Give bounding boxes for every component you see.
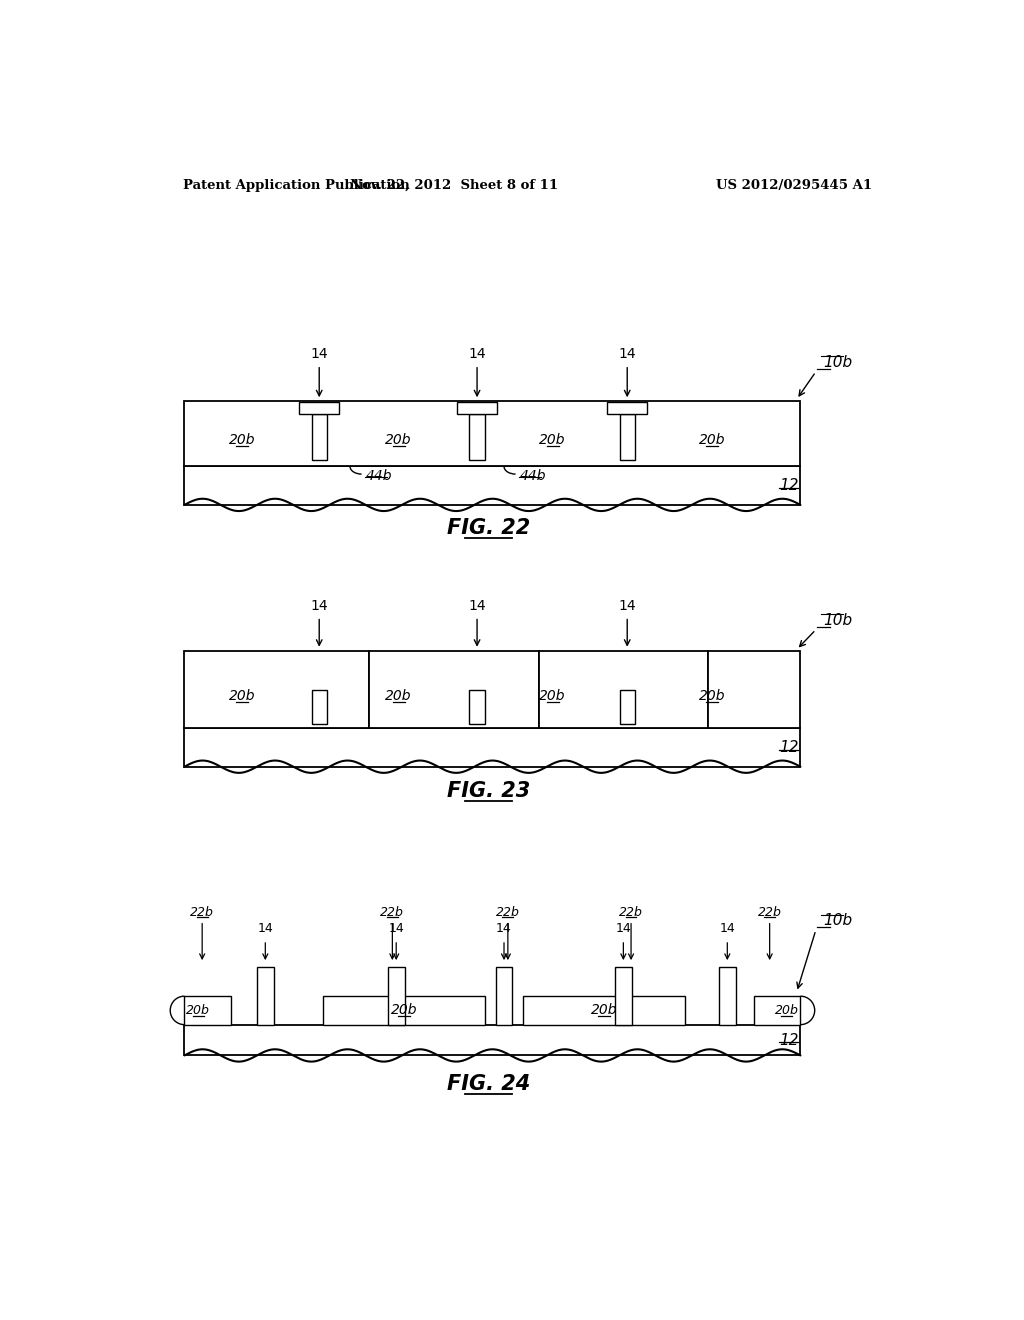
Text: 14: 14 (310, 347, 328, 360)
Text: FIG. 23: FIG. 23 (447, 781, 530, 801)
Bar (257, 966, 273, 1024)
Text: 22b: 22b (620, 906, 643, 919)
Text: 14: 14 (388, 923, 404, 936)
Text: 22b: 22b (758, 906, 781, 919)
Text: FIG. 22: FIG. 22 (447, 517, 530, 539)
Bar (184, 401, 801, 466)
Text: 20b: 20b (229, 689, 255, 702)
Bar (620, 690, 635, 725)
Text: 10b: 10b (823, 612, 853, 628)
Bar (184, 729, 801, 767)
Text: 14: 14 (497, 923, 512, 936)
Text: 14: 14 (468, 599, 485, 612)
Bar (469, 414, 484, 461)
Bar (388, 966, 404, 1024)
Text: 20b: 20b (385, 433, 412, 447)
Bar (708, 651, 801, 729)
Text: Patent Application Publication: Patent Application Publication (183, 178, 410, 191)
Text: US 2012/0295445 A1: US 2012/0295445 A1 (716, 178, 871, 191)
Text: 14: 14 (618, 347, 636, 360)
Text: 20b: 20b (540, 689, 566, 702)
Text: 20b: 20b (391, 1003, 417, 1018)
Bar (755, 997, 801, 1024)
Bar (184, 997, 230, 1024)
Bar (523, 997, 685, 1024)
Bar (311, 690, 327, 725)
Text: 20b: 20b (698, 433, 725, 447)
Bar (184, 466, 801, 506)
Bar (614, 966, 632, 1024)
Text: 14: 14 (720, 923, 735, 936)
Bar (607, 401, 647, 414)
Text: 22b: 22b (496, 906, 520, 919)
Bar (719, 966, 736, 1024)
Text: 20b: 20b (186, 1005, 210, 1016)
Text: 10b: 10b (823, 355, 853, 370)
Text: 44b: 44b (366, 469, 392, 483)
Bar (496, 966, 512, 1024)
Text: FIG. 24: FIG. 24 (447, 1074, 530, 1094)
Text: 12: 12 (779, 478, 799, 494)
Text: 10b: 10b (823, 913, 853, 928)
Text: 20b: 20b (775, 1005, 799, 1016)
Bar (323, 997, 484, 1024)
Text: 12: 12 (779, 1032, 799, 1048)
Bar (299, 401, 339, 414)
Text: 20b: 20b (698, 689, 725, 702)
Bar (184, 651, 370, 729)
Bar (469, 690, 484, 725)
Text: 20b: 20b (229, 433, 255, 447)
Text: 22b: 22b (381, 906, 404, 919)
Text: 14: 14 (618, 599, 636, 612)
Text: 14: 14 (257, 923, 273, 936)
Text: 20b: 20b (385, 689, 412, 702)
Bar (184, 1024, 801, 1056)
Bar (457, 401, 497, 414)
Text: 22b: 22b (190, 906, 214, 919)
Bar (620, 414, 635, 461)
Text: 14: 14 (468, 347, 485, 360)
Text: 14: 14 (310, 599, 328, 612)
Text: 20b: 20b (540, 433, 566, 447)
Text: 20b: 20b (591, 1003, 617, 1018)
Bar (539, 651, 708, 729)
Text: 12: 12 (779, 741, 799, 755)
Text: 44b: 44b (519, 469, 546, 483)
Bar (311, 414, 327, 461)
Text: 14: 14 (615, 923, 631, 936)
Text: Nov. 22, 2012  Sheet 8 of 11: Nov. 22, 2012 Sheet 8 of 11 (350, 178, 558, 191)
Bar (370, 651, 539, 729)
